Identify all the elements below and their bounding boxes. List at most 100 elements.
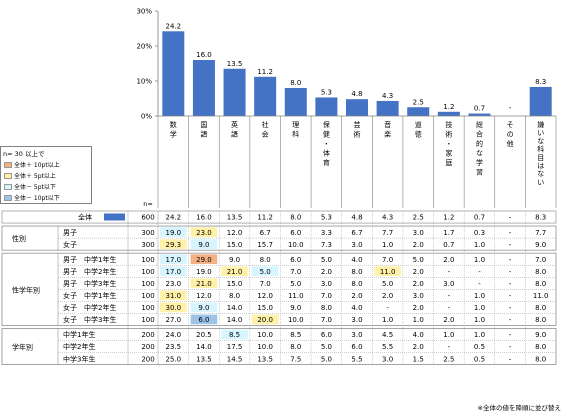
- cell-highlight: [160, 290, 187, 301]
- category-label-char: 数: [170, 120, 177, 129]
- table-cell: 0.7: [443, 241, 454, 249]
- table-cell: -: [509, 355, 512, 363]
- table-cell: -: [509, 304, 512, 312]
- table-cell: 29.3: [166, 241, 182, 249]
- legend-item: 全体－ 10pt以下: [4, 193, 60, 202]
- cell-highlight: [160, 239, 187, 249]
- category-label-char: 徳: [415, 130, 422, 139]
- table-cell: 24.2: [166, 214, 182, 222]
- table-cell: 11.0: [288, 292, 304, 300]
- category-label-char: 技: [445, 120, 452, 129]
- row-n: 100: [141, 292, 154, 300]
- table-cell: 5.0: [321, 343, 332, 351]
- legend-swatch: [4, 161, 12, 168]
- table-cell: -: [509, 214, 512, 222]
- table-cell: 8.5: [229, 331, 240, 339]
- category-label-char: 目: [537, 154, 544, 162]
- table-cell: 5.0: [321, 355, 332, 363]
- table-cell: 15.0: [227, 280, 243, 288]
- cell-highlight: [251, 266, 279, 277]
- table-cell: -: [509, 229, 512, 237]
- table-cell: 23.0: [196, 229, 212, 237]
- bar: [162, 31, 185, 116]
- row-label: 中学3年生: [63, 354, 95, 363]
- table-cell: 25.0: [166, 355, 182, 363]
- row-label: 女子 中学1年生: [63, 291, 116, 300]
- table-cell: -: [509, 256, 512, 264]
- cell-highlight: [160, 227, 187, 237]
- table-cell: 7.7: [382, 229, 393, 237]
- legend-item-label: 全体－ 5pt以下: [14, 184, 56, 191]
- table-cell: -: [448, 268, 451, 276]
- table-cell: 20.5: [196, 331, 212, 339]
- cell-highlight: [190, 227, 218, 237]
- group-label: 性学年別: [12, 285, 40, 294]
- row-n: 600: [141, 214, 154, 222]
- category-label-char: 学: [170, 130, 177, 139]
- category-label-char: 庭: [445, 158, 452, 167]
- cell-highlight: [160, 302, 187, 313]
- table-cell: 15.0: [257, 304, 273, 312]
- table-cell: -: [448, 304, 451, 312]
- table-cell: 4.0: [351, 304, 362, 312]
- bar: [376, 100, 399, 116]
- table-cell: 0.3: [474, 229, 485, 237]
- table-cell: 8.5: [290, 331, 301, 339]
- table-cell: 19.0: [196, 268, 212, 276]
- table-cell: 8.0: [535, 355, 546, 363]
- legend-item-label: 全体＋ 5pt以上: [14, 173, 56, 180]
- table-cell: 2.5: [443, 355, 454, 363]
- data-label: 0.7: [474, 105, 485, 113]
- table-cell: 2.0: [382, 292, 393, 300]
- table-cell: 1.0: [474, 331, 485, 339]
- bar: [284, 88, 307, 116]
- table-cell: 13.5: [227, 214, 243, 222]
- table-cell: 1.7: [443, 229, 454, 237]
- table-cell: 8.0: [290, 343, 301, 351]
- cell-highlight: [251, 314, 279, 325]
- table-cell: 7.7: [535, 229, 546, 237]
- bar: [254, 76, 277, 116]
- table-cell: -: [509, 292, 512, 300]
- data-label: 24.2: [166, 22, 182, 30]
- legend-title: n= 30 以上で: [3, 150, 45, 158]
- table-cell: 8.0: [321, 304, 332, 312]
- category-label-char: 術: [445, 130, 452, 139]
- data-label: 1.2: [443, 103, 454, 111]
- cell-highlight: [221, 266, 248, 277]
- table-cell: 9.0: [198, 241, 209, 249]
- table-cell: 20.0: [257, 316, 273, 324]
- row-n: 300: [141, 229, 154, 237]
- table-cell: 6.0: [351, 343, 362, 351]
- table-cell: 31.0: [166, 292, 182, 300]
- table-cell: -: [509, 268, 512, 276]
- table-cell: 1.0: [474, 256, 485, 264]
- table-cell: 12.0: [257, 292, 273, 300]
- category-label-char: 会: [262, 130, 269, 139]
- category-label-char: 科: [292, 130, 299, 139]
- table-cell: 23.0: [166, 280, 182, 288]
- table-cell: 9.0: [535, 331, 546, 339]
- table-cell: 17.0: [166, 256, 182, 264]
- cell-highlight: [374, 266, 401, 277]
- category-label-char: 合: [476, 130, 483, 139]
- table-cell: 3.3: [321, 229, 332, 237]
- table-cell: 9.0: [198, 304, 209, 312]
- table-cell: 3.0: [413, 292, 424, 300]
- overall-swatch: [104, 213, 125, 221]
- table-cell: 3.0: [321, 280, 332, 288]
- bar: [437, 111, 460, 116]
- table-cell: -: [509, 280, 512, 288]
- group-frame: [1, 225, 557, 251]
- category-label-char: 理: [292, 121, 299, 129]
- table-cell: 17.0: [166, 268, 182, 276]
- table-cell: -: [509, 331, 512, 339]
- category-label-char: 習: [476, 169, 483, 177]
- table-cell: 8.0: [260, 256, 271, 264]
- legend-item-label: 全体＋ 10pt以上: [14, 162, 60, 169]
- table-cell: 17.5: [227, 343, 243, 351]
- table-cell: 7.0: [382, 256, 393, 264]
- table-cell: 6.7: [260, 229, 271, 237]
- table-cell: 7.0: [321, 316, 332, 324]
- table-cell: 4.5: [382, 331, 393, 339]
